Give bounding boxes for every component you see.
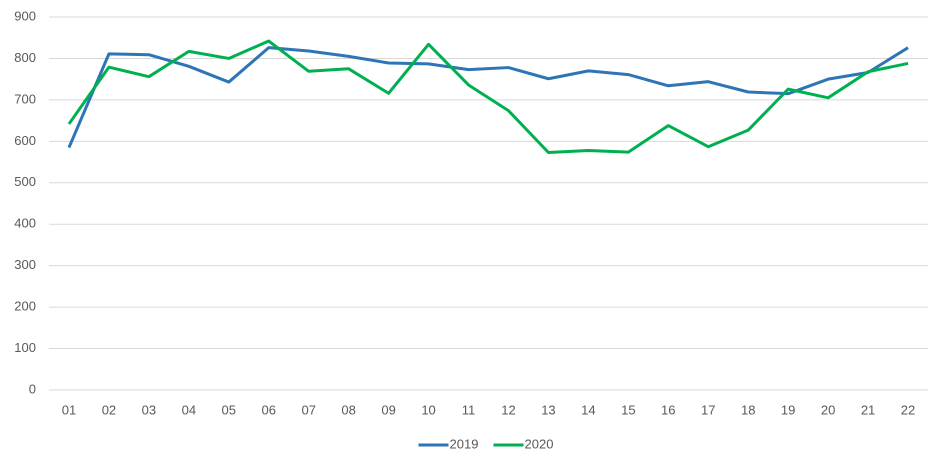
x-tick-label: 08 [341, 402, 355, 417]
y-tick-label: 900 [14, 8, 36, 23]
y-tick-label: 800 [14, 50, 36, 65]
x-tick-label: 18 [741, 402, 755, 417]
x-tick-label: 16 [661, 402, 675, 417]
legend-label: 2019 [450, 436, 479, 451]
x-tick-label: 19 [781, 402, 795, 417]
x-tick-label: 01 [62, 402, 76, 417]
x-tick-label: 02 [102, 402, 116, 417]
x-tick-label: 06 [262, 402, 276, 417]
x-tick-label: 10 [421, 402, 435, 417]
x-tick-label: 09 [381, 402, 395, 417]
legend-label: 2020 [525, 436, 554, 451]
x-tick-label: 04 [182, 402, 196, 417]
y-tick-label: 0 [29, 381, 36, 396]
y-tick-label: 400 [14, 216, 36, 231]
x-tick-label: 13 [541, 402, 555, 417]
x-tick-label: 22 [901, 402, 915, 417]
x-tick-label: 11 [462, 402, 476, 417]
x-tick-label: 12 [501, 402, 515, 417]
x-tick-label: 17 [701, 402, 715, 417]
line-series [67, 46, 909, 149]
y-tick-label: 300 [14, 257, 36, 272]
x-tick-label: 14 [581, 402, 595, 417]
y-tick-label: 700 [14, 91, 36, 106]
line-series [67, 39, 909, 155]
y-tick-label: 100 [14, 340, 36, 355]
y-tick-label: 200 [14, 299, 36, 314]
x-tick-label: 15 [621, 402, 635, 417]
x-tick-label: 03 [142, 402, 156, 417]
x-tick-label: 21 [861, 402, 875, 417]
x-tick-label: 07 [301, 402, 315, 417]
y-tick-label: 500 [14, 174, 36, 189]
y-tick-label: 600 [14, 133, 36, 148]
x-tick-label: 20 [821, 402, 835, 417]
x-tick-label: 05 [222, 402, 236, 417]
